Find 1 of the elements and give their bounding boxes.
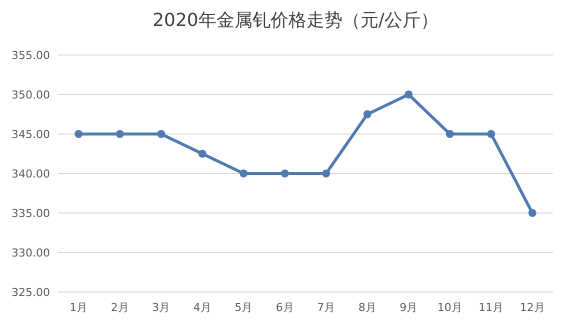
title: 2020年金属钆价格走势（元/公斤） [152,10,438,31]
